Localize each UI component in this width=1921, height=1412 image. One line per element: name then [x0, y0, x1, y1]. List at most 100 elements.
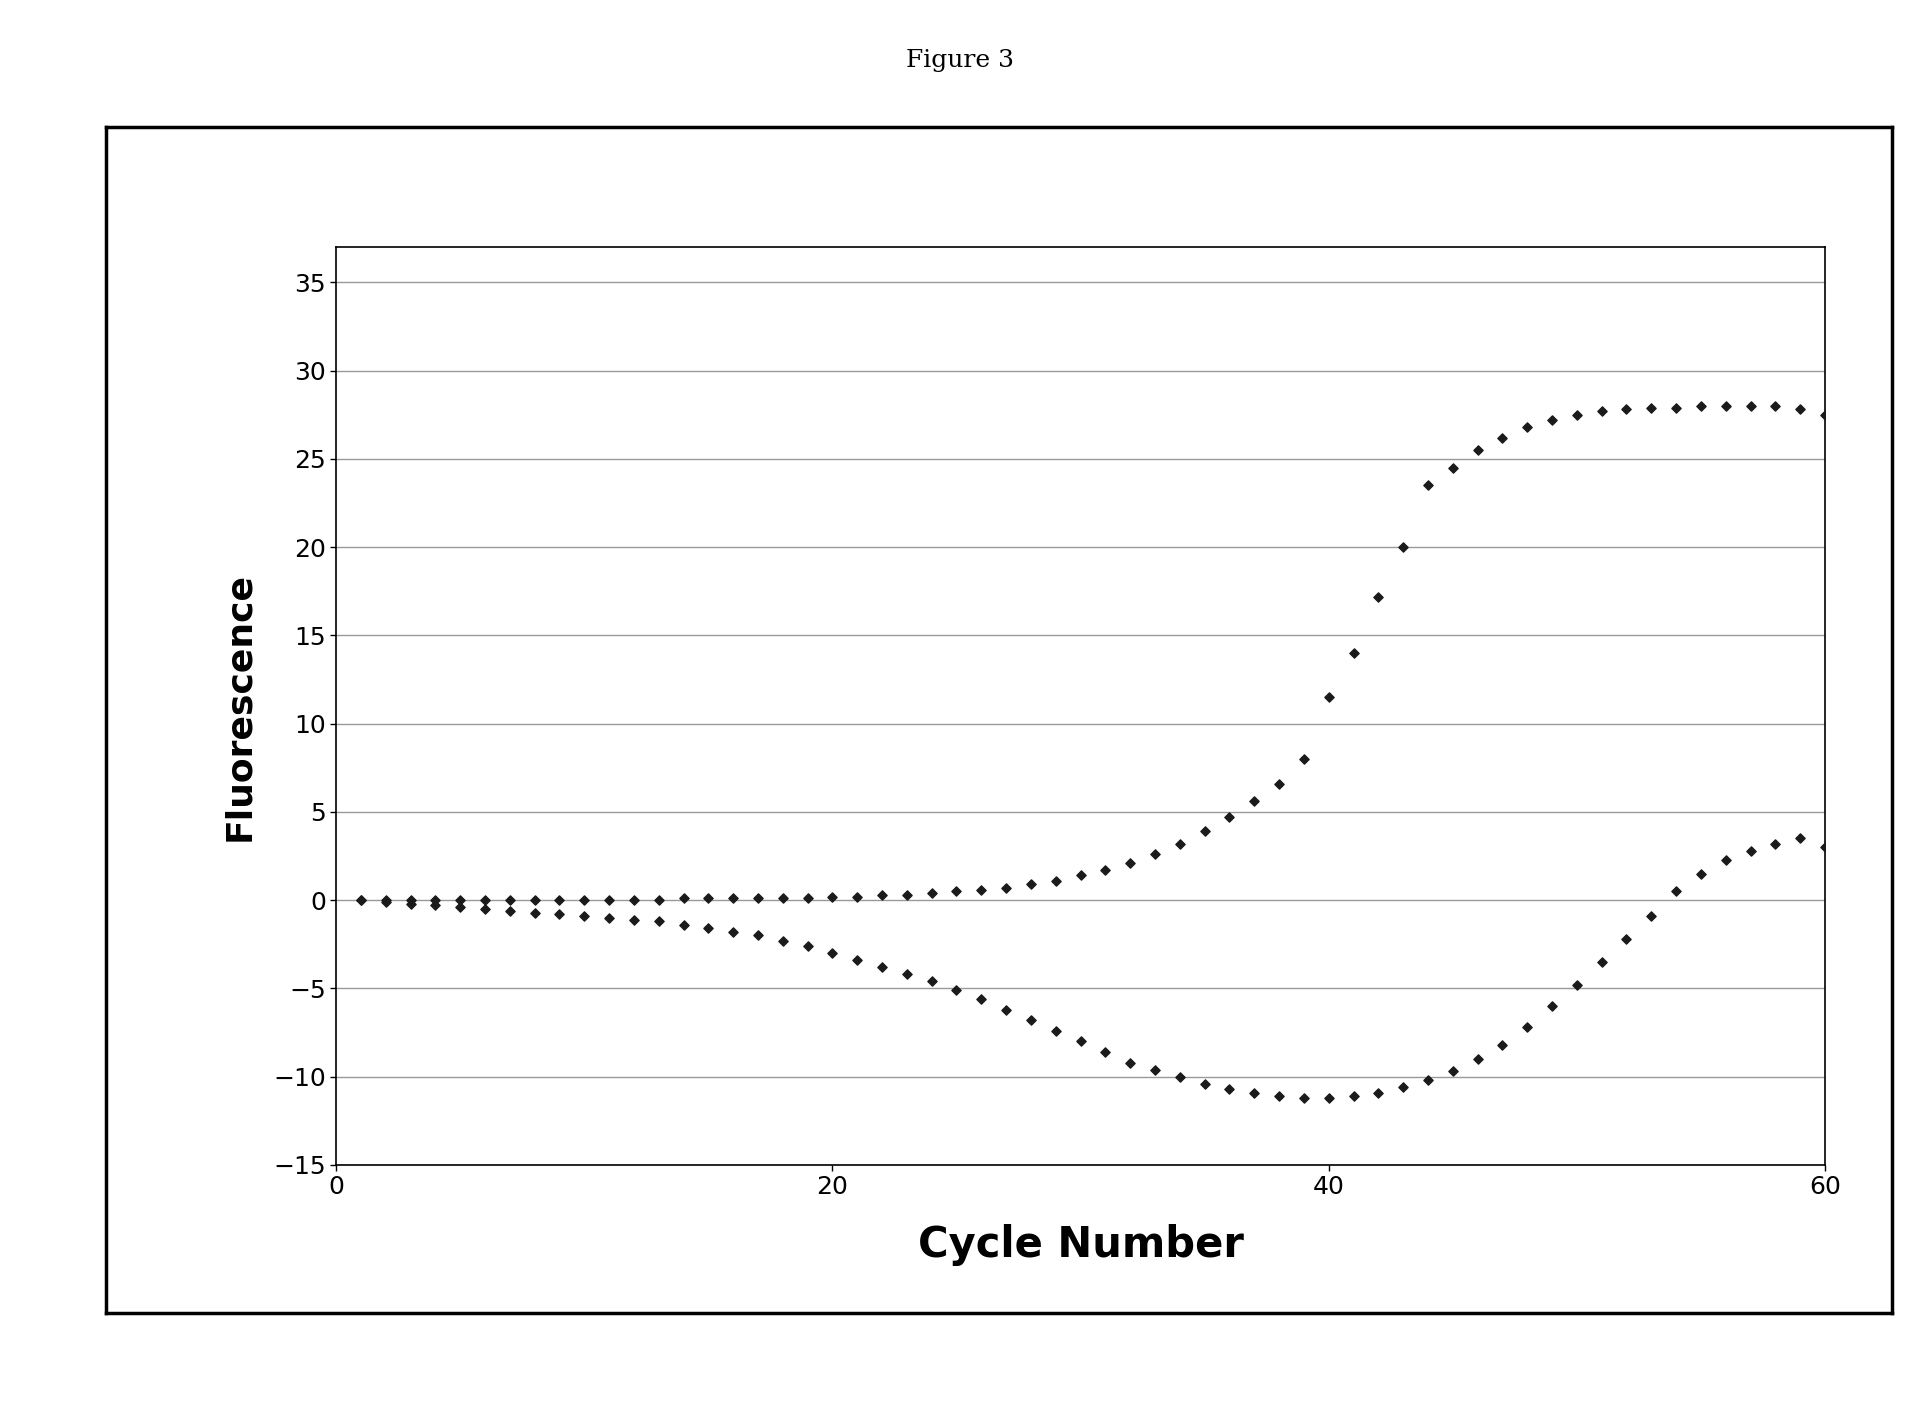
Point: [766, 929, 797, 952]
Point: [446, 895, 476, 918]
Point: [791, 935, 822, 957]
Point: [544, 904, 574, 926]
Point: [1089, 1041, 1120, 1063]
Point: [841, 885, 872, 908]
Point: [1810, 404, 1840, 426]
Point: [1289, 1087, 1320, 1110]
Text: Figure 3: Figure 3: [907, 49, 1014, 72]
Point: [743, 923, 774, 946]
Point: [1487, 426, 1518, 449]
Point: [866, 884, 897, 907]
Point: [1239, 1082, 1270, 1104]
Point: [1637, 905, 1667, 928]
Point: [1587, 950, 1617, 973]
Point: [619, 908, 649, 931]
Point: [1412, 474, 1443, 497]
Point: [1339, 1084, 1370, 1107]
Point: [1437, 1060, 1468, 1083]
Point: [1512, 1017, 1543, 1039]
Y-axis label: Fluorescence: Fluorescence: [223, 572, 255, 840]
Point: [791, 887, 822, 909]
Point: [1264, 772, 1295, 795]
Point: [469, 890, 499, 912]
Point: [1612, 928, 1642, 950]
Point: [1387, 535, 1418, 558]
Point: [1612, 398, 1642, 421]
Point: [1314, 1087, 1345, 1110]
Point: [891, 884, 922, 907]
Point: [693, 887, 724, 909]
Point: [1041, 870, 1072, 892]
Point: [519, 901, 549, 923]
Point: [494, 890, 524, 912]
Point: [1139, 1059, 1170, 1082]
Point: [371, 890, 401, 912]
Point: [669, 914, 699, 936]
Point: [1810, 836, 1840, 858]
Point: [594, 890, 624, 912]
Point: [1139, 843, 1170, 866]
Point: [693, 918, 724, 940]
Point: [1016, 873, 1047, 895]
Point: [1710, 849, 1740, 871]
Point: [1562, 404, 1593, 426]
Point: [1537, 994, 1568, 1017]
Point: [371, 891, 401, 914]
Point: [1710, 394, 1740, 418]
Point: [446, 890, 476, 912]
Point: [569, 905, 599, 928]
Point: [396, 890, 426, 912]
Point: [1760, 832, 1790, 854]
Point: [1339, 641, 1370, 664]
Point: [1239, 789, 1270, 812]
Point: [1785, 827, 1815, 850]
Point: [1735, 839, 1765, 861]
Point: [1189, 820, 1220, 843]
Point: [1462, 1048, 1493, 1070]
Point: [1089, 858, 1120, 881]
Point: [1587, 400, 1617, 422]
Point: [1064, 1031, 1095, 1053]
Point: [346, 890, 377, 912]
Point: [1016, 1008, 1047, 1031]
Point: [1487, 1034, 1518, 1056]
Point: [644, 890, 674, 912]
Point: [718, 887, 749, 909]
Point: [1114, 851, 1145, 874]
Point: [1660, 397, 1690, 419]
Point: [1114, 1051, 1145, 1073]
Point: [718, 921, 749, 943]
Point: [841, 949, 872, 971]
Point: [1314, 686, 1345, 709]
Point: [941, 880, 972, 902]
Point: [1660, 880, 1690, 902]
Point: [421, 890, 451, 912]
Point: [396, 892, 426, 915]
Point: [1289, 748, 1320, 771]
Point: [594, 907, 624, 929]
Point: [991, 877, 1022, 899]
X-axis label: Cycle Number: Cycle Number: [918, 1224, 1243, 1267]
Point: [1735, 394, 1765, 418]
Point: [1189, 1073, 1220, 1096]
Point: [941, 979, 972, 1001]
Point: [569, 890, 599, 912]
Point: [866, 956, 897, 979]
Point: [1562, 974, 1593, 997]
Point: [1685, 394, 1715, 418]
Point: [891, 963, 922, 986]
Point: [816, 885, 847, 908]
Point: [1362, 1082, 1393, 1104]
Point: [1462, 439, 1493, 462]
Point: [1785, 398, 1815, 421]
Point: [644, 909, 674, 932]
Point: [1214, 1077, 1245, 1100]
Point: [544, 890, 574, 912]
Point: [816, 942, 847, 964]
Point: [916, 970, 947, 993]
Point: [519, 890, 549, 912]
Point: [1437, 456, 1468, 479]
Point: [991, 998, 1022, 1021]
Point: [916, 881, 947, 905]
Point: [1512, 415, 1543, 438]
